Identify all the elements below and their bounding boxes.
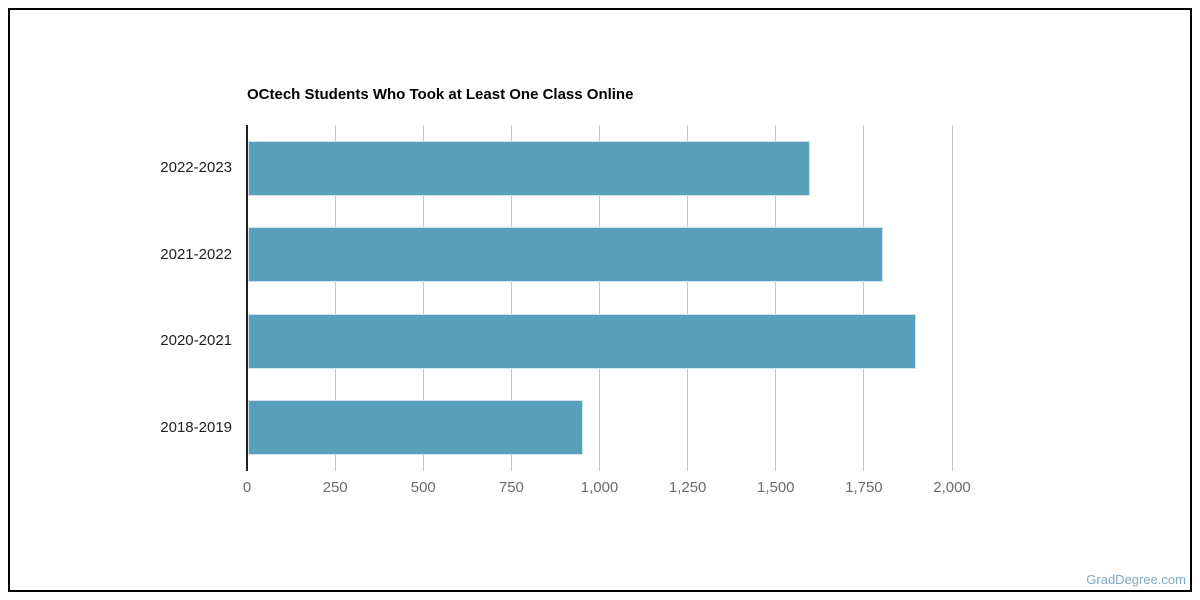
watermark-link[interactable]: GradDegree.com [1086,572,1186,587]
bar-2022-2023 [248,140,811,196]
bar-2020-2021 [248,313,916,369]
y-label-2020-2021: 2020-2021 [160,332,232,350]
bar-2021-2022 [248,227,883,283]
gridline [687,125,689,471]
x-tick-label: 1,250 [668,479,707,496]
y-label-2021-2022: 2021-2022 [160,245,232,263]
y-label-2018-2019: 2018-2019 [160,418,232,436]
chart-title: OCtech Students Who Took at Least One Cl… [247,86,634,103]
y-label-2022-2023: 2022-2023 [160,159,232,177]
gridline [510,125,512,471]
gridline [334,125,336,471]
x-tick-label: 750 [498,479,524,496]
x-tick-label: 1,500 [756,479,795,496]
x-tick-label: 1,750 [845,479,883,496]
bar-2018-2019 [248,400,583,456]
x-tick-label: 250 [322,479,348,496]
gridline [422,125,424,471]
x-tick-label: 0 [242,479,252,496]
y-axis-line [246,125,248,471]
gridline [863,125,865,471]
x-tick-label: 2,000 [933,479,971,496]
gridline [775,125,777,471]
gridline [951,125,953,471]
gridline [599,125,600,471]
x-tick-label: 500 [410,479,436,496]
x-tick-label: 1,000 [580,479,619,496]
